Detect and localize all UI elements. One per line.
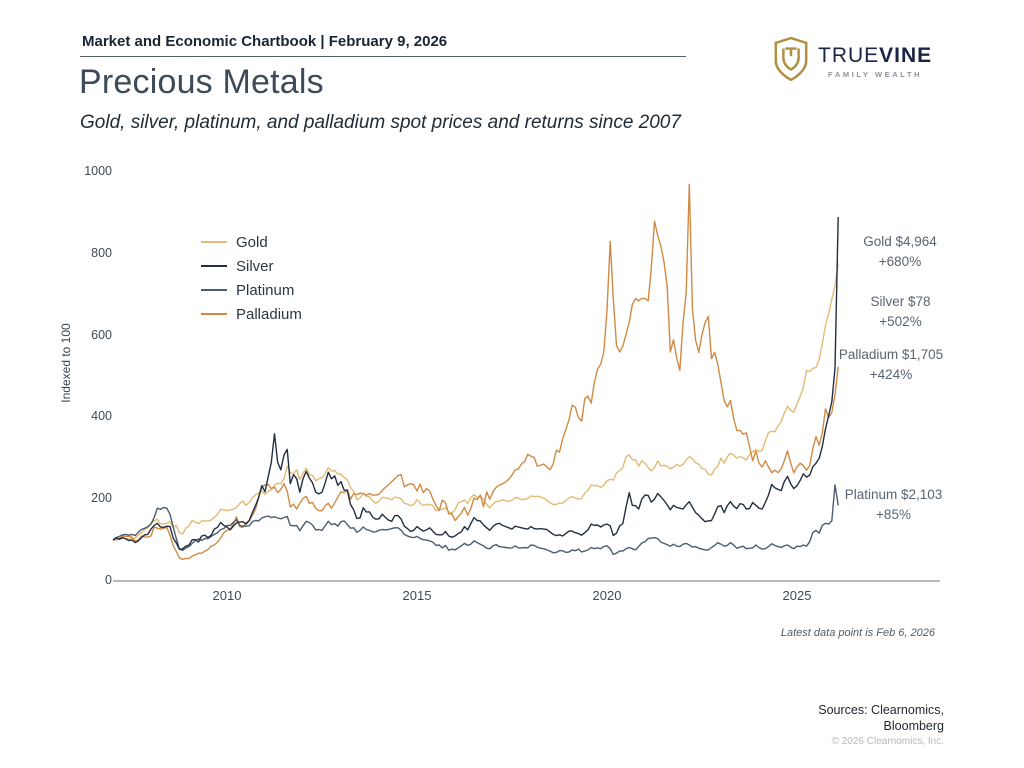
annotation-platinum-return: +85% — [876, 507, 911, 522]
legend-item-palladium: Palladium — [201, 302, 302, 326]
platinum-line-swatch — [201, 289, 227, 291]
y-tick-label: 200 — [91, 491, 112, 506]
sources-line2: Bloomberg — [883, 719, 944, 733]
silver-series-line — [112, 216, 839, 551]
annotation-palladium-value: Palladium $1,705 — [838, 347, 944, 362]
y-tick-label: 1000 — [84, 164, 112, 178]
legend-label: Platinum — [236, 281, 295, 299]
x-tick-label: 2020 — [592, 588, 622, 603]
page-subtitle: Gold, silver, platinum, and palladium sp… — [80, 112, 681, 133]
x-tick-label: 2015 — [402, 588, 432, 603]
annotation-silver-return: +502% — [879, 314, 922, 329]
sources-line1: Sources: Clearnomics, — [818, 703, 944, 717]
legend-label: Silver — [236, 257, 274, 275]
annotation-platinum-value: Platinum $2,103 — [844, 487, 943, 502]
silver-line-swatch — [201, 265, 227, 267]
header-divider — [80, 56, 686, 57]
chartbook-kicker: Market and Economic Chartbook | February… — [82, 33, 448, 50]
page-title: Precious Metals — [79, 63, 324, 101]
y-tick-label: 0 — [105, 573, 112, 587]
gold-series-line — [112, 263, 839, 541]
platinum-series-line — [112, 484, 839, 556]
annotation-gold-return: +680% — [878, 254, 922, 269]
annotation-gold: Gold $4,964 +680% — [845, 232, 955, 272]
x-tick-label: 2010 — [212, 588, 242, 603]
legend-label: Palladium — [236, 305, 302, 323]
annotation-palladium: Palladium $1,705 +424% — [832, 345, 950, 385]
legend-item-silver: Silver — [201, 254, 302, 278]
x-tick-label: 2025 — [782, 588, 812, 603]
brand-vine: VINE — [879, 43, 933, 67]
truevine-logo: TRUEVINE FAMILY WEALTH — [772, 36, 932, 87]
annotation-palladium-return: +424% — [869, 367, 913, 382]
legend-item-gold: Gold — [201, 230, 302, 254]
logo-wordmark: TRUEVINE FAMILY WEALTH — [818, 43, 933, 79]
annotation-silver-value: Silver $78 — [870, 294, 931, 309]
chart-legend: Gold Silver Platinum Palladium — [201, 230, 302, 326]
annotation-platinum: Platinum $2,103 +85% — [836, 485, 951, 525]
annotation-silver: Silver $78 +502% — [848, 292, 953, 332]
gold-line-swatch — [201, 241, 227, 243]
logo-tagline: FAMILY WEALTH — [828, 69, 923, 79]
palladium-line-swatch — [201, 313, 227, 315]
sources-text: Sources: Clearnomics, Bloomberg — [818, 702, 944, 734]
shield-icon — [772, 36, 810, 87]
y-tick-label: 800 — [91, 245, 112, 260]
y-tick-label: 400 — [91, 409, 112, 424]
latest-data-note: Latest data point is Feb 6, 2026 — [780, 627, 935, 639]
legend-label: Gold — [236, 233, 268, 251]
copyright-text: © 2026 Clearnomics, Inc. — [831, 736, 944, 747]
annotation-gold-value: Gold $4,964 — [863, 234, 937, 249]
y-tick-label: 600 — [91, 327, 112, 342]
legend-item-platinum: Platinum — [201, 278, 302, 302]
brand-true: TRUE — [818, 43, 880, 67]
